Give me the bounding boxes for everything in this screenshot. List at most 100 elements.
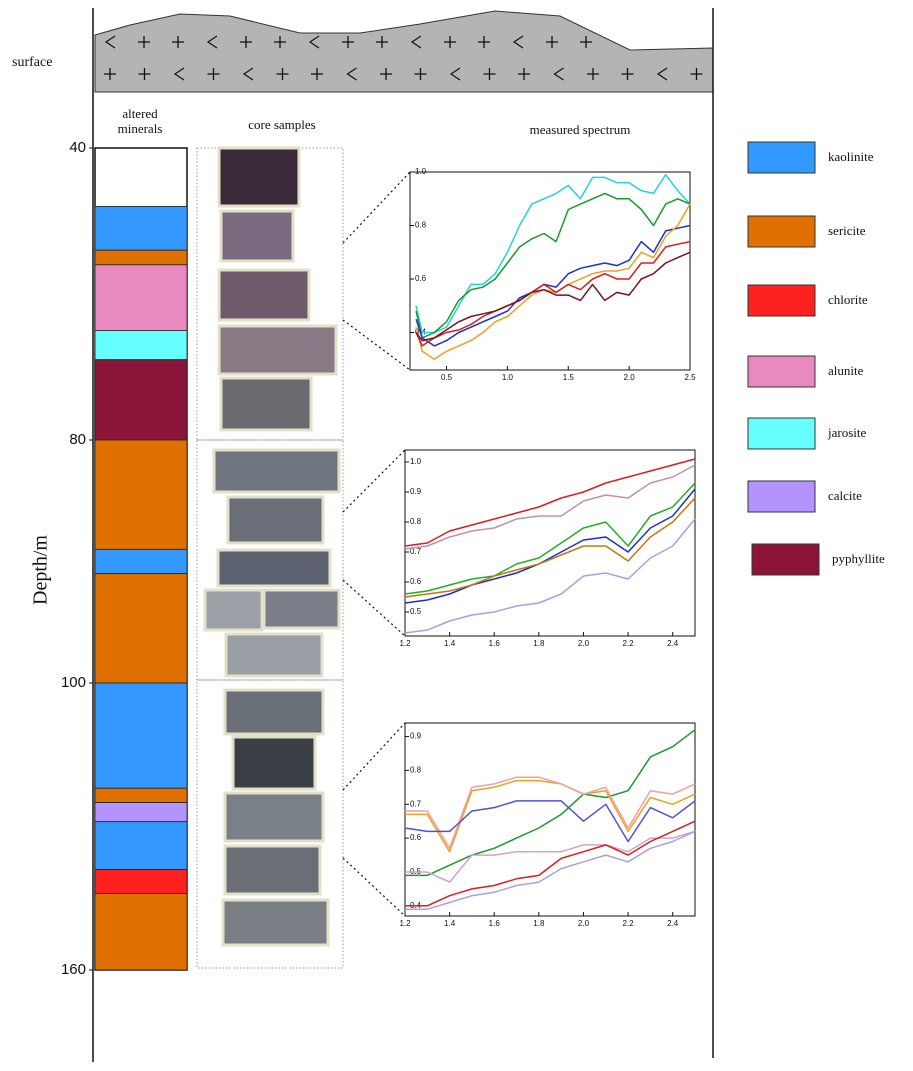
x-tick-label: 2.2	[623, 919, 635, 928]
connector	[342, 857, 406, 917]
y-tick-label: 0.7	[410, 799, 422, 808]
spectrum-line	[405, 830, 696, 910]
chevron-symbol	[512, 35, 524, 49]
legend-label: calcite	[828, 488, 862, 503]
mineral-layer	[94, 359, 188, 441]
core-photos	[203, 146, 341, 947]
y-tick-label: 0.6	[415, 274, 427, 283]
plot-frame	[404, 722, 696, 917]
spectrum-line	[404, 464, 696, 550]
legend-label: kaolinite	[828, 149, 874, 164]
header-altered-minerals: altered minerals	[117, 106, 163, 136]
core-photo	[223, 791, 325, 843]
core-photo	[216, 548, 332, 588]
y-tick-label: 0.8	[415, 221, 427, 230]
plus-symbol	[311, 68, 323, 80]
core-photo	[203, 588, 264, 632]
spectrum-line	[415, 173, 691, 334]
depth-tick-label: 160	[61, 961, 86, 978]
core-photo	[212, 448, 341, 494]
legend-label: chlorite	[828, 292, 868, 307]
spectrum-line	[404, 518, 696, 634]
spectrum-line	[415, 240, 691, 347]
chevron-symbol	[346, 67, 357, 81]
legend-swatch	[747, 480, 816, 513]
x-tick-label: 2.0	[624, 373, 636, 382]
x-tick-label: 1.5	[563, 373, 575, 382]
legend-swatch	[747, 141, 816, 174]
chevron-symbol	[410, 35, 422, 49]
sample-box	[196, 439, 344, 681]
plus-symbol	[380, 68, 392, 80]
spectrum-line	[405, 779, 696, 853]
x-tick-label: 0.5	[441, 373, 453, 382]
x-tick-label: 2.2	[623, 639, 635, 648]
sample-boxes	[196, 147, 344, 969]
plot-frame	[409, 171, 691, 371]
spectrum-line	[415, 192, 691, 339]
plus-symbol	[172, 36, 184, 48]
connector	[342, 579, 406, 637]
connector	[342, 449, 406, 513]
plus-symbol	[483, 68, 496, 80]
header-box: altered minerals	[117, 106, 163, 136]
chevron-symbol	[449, 67, 461, 81]
spectrum-line	[415, 251, 691, 342]
plus-symbol	[138, 68, 151, 80]
x-tick-label: 2.0	[578, 639, 590, 648]
core-photo	[224, 632, 324, 678]
spectrum-line	[404, 497, 696, 598]
x-tick-label: 1.4	[444, 919, 456, 928]
core-photo	[223, 844, 322, 896]
core-photo	[231, 735, 317, 791]
y-tick-label: 0.5	[410, 607, 422, 616]
connectors	[342, 171, 411, 917]
chevron-symbol	[173, 67, 185, 81]
spectrum-chart: 1.2 1.4 1.6 1.8 2.0 2.2 2.4 0.5 0.6 0.7 0.8 0.9 1.0	[399, 449, 696, 648]
core-photo	[221, 898, 330, 947]
legend-label: jarosite	[827, 425, 866, 440]
chevron-symbol	[206, 35, 218, 49]
chevron-symbol	[104, 35, 116, 49]
legend-label: alunite	[828, 363, 864, 378]
legend-label: sericite	[828, 223, 866, 238]
plus-symbol	[376, 36, 388, 48]
legend-swatch	[747, 284, 816, 317]
mineral-layer	[94, 869, 188, 894]
mineral-layer	[94, 893, 188, 971]
plus-symbol	[580, 36, 592, 48]
y-tick-label: 0.7	[410, 547, 422, 556]
mineral-layer	[94, 330, 188, 361]
plus-symbol	[342, 36, 354, 48]
spectrum-chart: 1.2 1.4 1.6 1.8 2.0 2.2 2.40.40.50.60.70.80.9	[399, 722, 696, 928]
legend-label: pyphyllite	[832, 551, 885, 566]
legend-swatch	[747, 355, 816, 388]
x-tick-label: 2.4	[667, 919, 679, 928]
connector	[342, 171, 411, 244]
chevron-symbol	[553, 67, 564, 81]
core-photo	[217, 324, 338, 376]
core-photo	[219, 209, 295, 263]
header-spectrum: measured spectrum	[530, 122, 631, 137]
mineral-layer	[94, 548, 188, 575]
plus-symbol	[276, 68, 289, 80]
legend-swatch	[747, 417, 816, 450]
y-tick-label: 0.6	[410, 577, 422, 586]
spectrum-line	[404, 458, 696, 547]
spectrum-line	[404, 800, 696, 843]
header-core-samples: core samples	[248, 117, 316, 132]
y-tick-label: 0.9	[410, 732, 422, 741]
mineral-layer	[94, 439, 188, 550]
plus-symbol	[414, 68, 427, 80]
x-tick-label: 1.2	[399, 639, 411, 648]
core-photo	[217, 146, 301, 208]
plus-symbol	[546, 36, 558, 48]
mineral-layer	[94, 682, 188, 789]
spectrum-line	[405, 830, 696, 883]
depth-tick-label: 80	[69, 431, 86, 448]
plus-symbol	[690, 68, 703, 80]
x-tick-label: 1.8	[533, 639, 545, 648]
spectrum-line	[405, 820, 696, 907]
y-tick-label: 1.0	[415, 167, 427, 176]
